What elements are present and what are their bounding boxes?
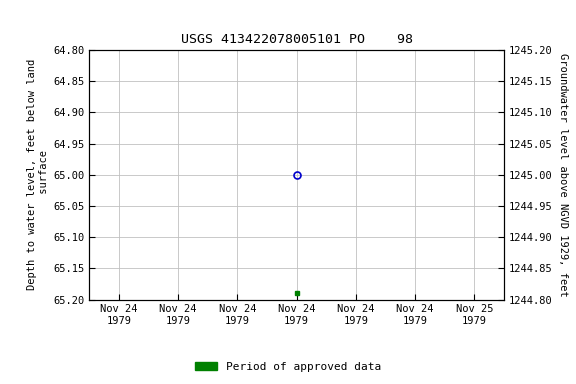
Title: USGS 413422078005101 PO    98: USGS 413422078005101 PO 98 — [181, 33, 412, 46]
Y-axis label: Depth to water level, feet below land
 surface: Depth to water level, feet below land su… — [28, 59, 49, 290]
Legend: Period of approved data: Period of approved data — [191, 358, 385, 377]
Y-axis label: Groundwater level above NGVD 1929, feet: Groundwater level above NGVD 1929, feet — [558, 53, 568, 296]
